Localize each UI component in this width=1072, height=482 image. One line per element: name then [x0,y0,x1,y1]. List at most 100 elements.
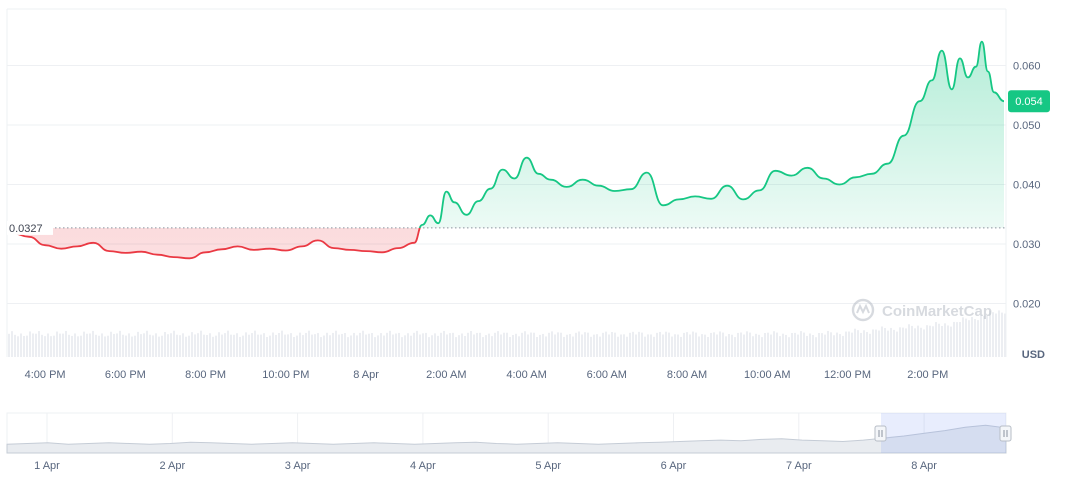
volume-bar [956,322,958,357]
volume-bar [533,332,535,357]
volume-bar [59,333,61,357]
volume-bar [131,336,133,357]
volume-bar [524,331,526,357]
volume-bar [239,336,241,357]
coinmarketcap-logo-mark [856,303,870,315]
volume-bar [212,336,214,357]
volume-bar [434,333,436,357]
volume-bar [398,332,400,357]
volume-bar [857,330,859,357]
volume-bar [263,333,265,357]
volume-bar [875,329,877,357]
volume-bar [608,334,610,357]
volume-bar [866,331,868,357]
volume-bar [770,334,772,357]
volume-bar [863,330,865,357]
volume-bar [8,333,10,357]
volume-bar [200,330,202,357]
volume-bar [173,330,175,357]
price-line-below-reference [12,227,421,260]
volume-bar [635,334,637,357]
volume-bar [695,332,697,357]
volume-bar [461,333,463,357]
volume-bar [827,330,829,357]
navigator-date-label: 6 Apr [661,460,687,472]
volume-bar [536,336,538,357]
volume-bar [560,332,562,357]
navigator-left-handle-box[interactable] [874,425,887,442]
volume-bar [935,322,937,357]
volume-bar [89,333,91,357]
volume-bar [701,334,703,357]
volume-bar [464,336,466,357]
volume-bar [191,332,193,357]
current-price-label: 0.054 [1015,96,1043,108]
navigator-right-handle-box[interactable] [999,425,1012,442]
volume-bar [371,332,373,357]
volume-bar [29,331,31,357]
volume-bar [671,336,673,357]
volume-bar [521,332,523,357]
volume-bar [665,331,667,357]
volume-bar [251,333,253,357]
volume-bar [755,333,757,357]
volume-bar [824,334,826,357]
volume-bar [245,332,247,357]
volume-bar [557,332,559,357]
volume-bar [158,336,160,357]
volume-bar [449,333,451,357]
volume-bar [851,332,853,357]
volume-bar [515,333,517,357]
volume-bar [644,336,646,357]
volume-bar [638,331,640,357]
volume-bar [98,335,100,357]
volume-bar [611,332,613,357]
volume-bar [110,331,112,357]
volume-bar [992,312,994,357]
volume-bar [11,331,13,357]
volume-bar [137,331,139,357]
volume-bar [872,329,874,357]
volume-bar [620,334,622,357]
y-axis-ticks: 0.020 0.030 0.040 0.050 0.060 [1013,61,1041,311]
y-tick-label: 0.020 [1013,298,1041,310]
volume-bar [125,335,127,357]
volume-bar [116,333,118,357]
volume-bar [155,333,157,357]
volume-bar [509,337,511,357]
volume-bar [698,336,700,357]
volume-bar [128,333,130,357]
x-tick-label: 12:00 PM [824,369,871,381]
volume-bar [278,333,280,357]
volume-bar [1004,313,1006,357]
volume-bar [758,334,760,357]
volume-bar [74,333,76,357]
volume-bar [641,332,643,357]
volume-bar [368,333,370,357]
volume-bar [953,321,955,357]
volume-bar [812,335,814,357]
price-line-above-reference [418,40,1005,228]
volume-bar [815,337,817,357]
volume-bar [578,331,580,357]
volume-bar [860,332,862,357]
volume-bar [176,334,178,357]
volume-bar [107,335,109,357]
volume-bar [164,331,166,357]
navigator-right-handle[interactable] [999,425,1012,442]
volume-bar [209,333,211,357]
volume-bar [782,333,784,357]
volume-bar [503,332,505,357]
volume-bar [743,334,745,357]
navigator-selected-range[interactable] [881,413,1006,453]
volume-bar [377,335,379,357]
volume-bar [905,328,907,357]
volume-bar [446,334,448,357]
navigator-left-handle[interactable] [874,425,887,442]
volume-bar [587,332,589,357]
volume-bar [62,333,64,357]
price-area-above-reference [13,41,1004,228]
range-navigator[interactable]: 1 Apr 2 Apr 3 Apr 4 Apr 5 Apr 6 Apr 7 Apr 8 Apr [6,412,1012,472]
